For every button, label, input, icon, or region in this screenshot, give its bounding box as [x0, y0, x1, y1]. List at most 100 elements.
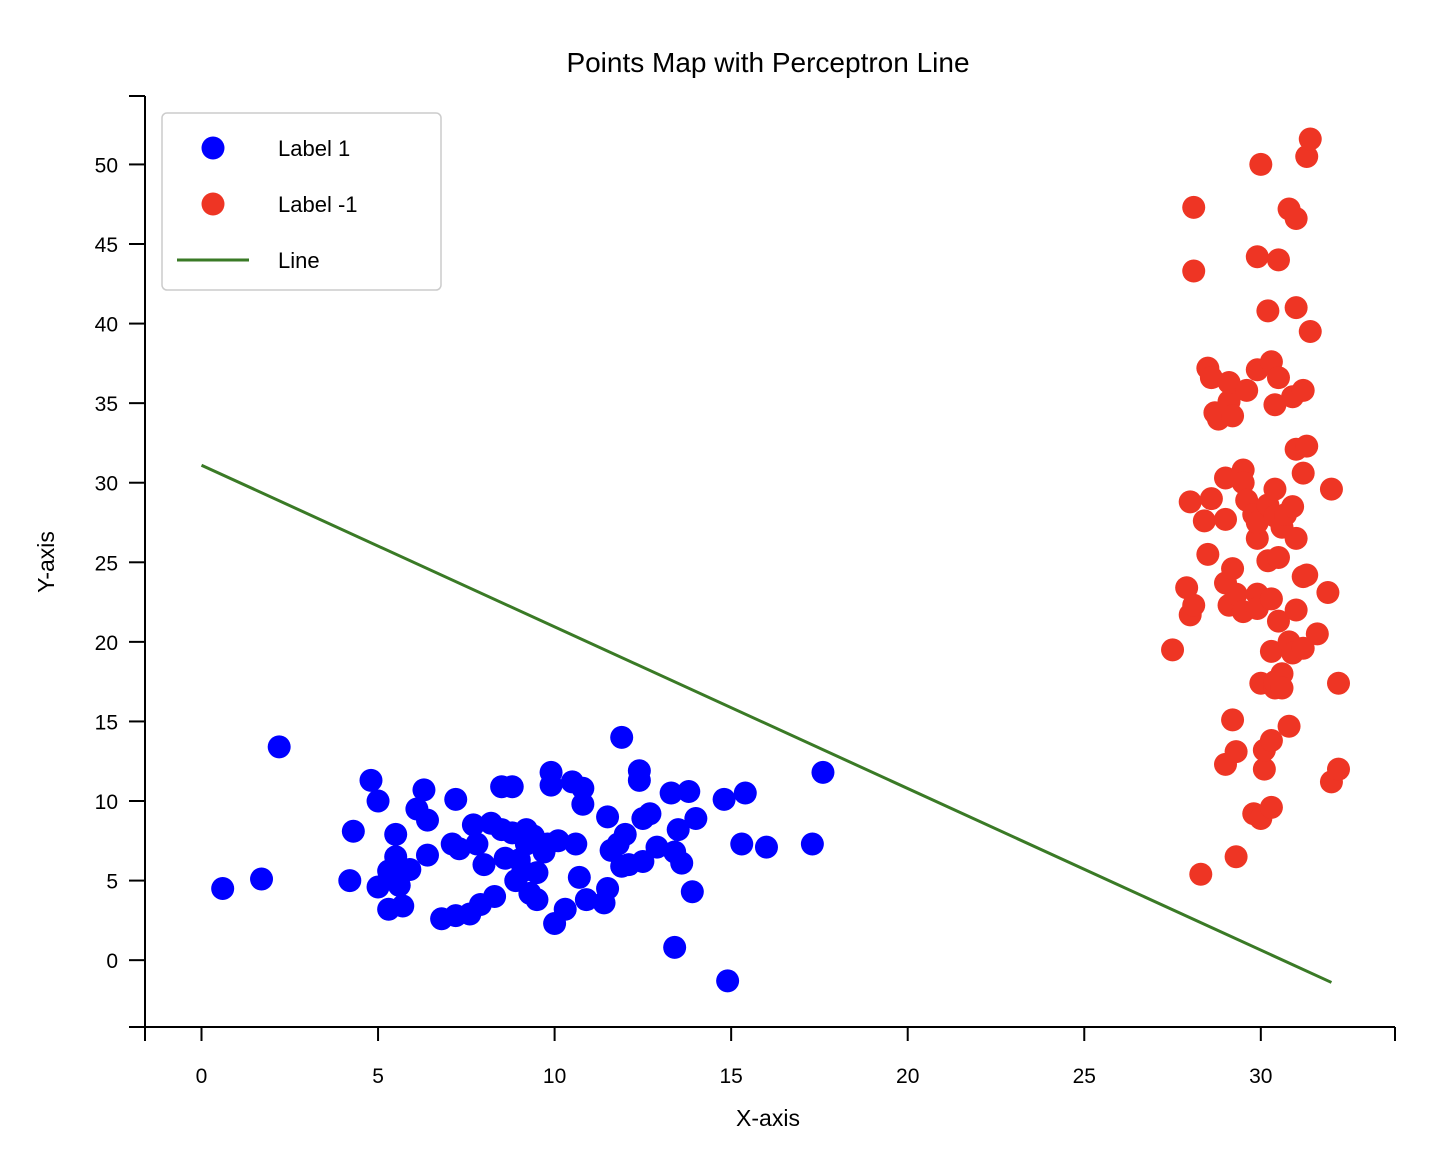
- label-1-point: [338, 869, 362, 893]
- label-neg1-point: [1199, 487, 1223, 511]
- label-1-point: [680, 880, 704, 904]
- label-neg1-point: [1291, 461, 1315, 485]
- label-neg1-point: [1305, 622, 1329, 646]
- label-1-point: [627, 759, 651, 783]
- label-neg1-point: [1224, 582, 1248, 606]
- label-1-point: [366, 789, 390, 813]
- label-1-point: [391, 894, 415, 918]
- label-1-point: [211, 877, 235, 901]
- label-neg1-point: [1259, 729, 1283, 753]
- label-neg1-point: [1182, 195, 1206, 219]
- label-neg1-point: [1291, 378, 1315, 402]
- points-layer: [211, 127, 1351, 993]
- y-tick-label: 50: [95, 154, 118, 177]
- label-1-point: [596, 877, 620, 901]
- label-1-point: [596, 805, 620, 829]
- y-tick-label: 45: [95, 234, 118, 257]
- label-neg1-point: [1295, 434, 1319, 458]
- line-layer: [200, 463, 1333, 984]
- label-1-point: [567, 865, 591, 889]
- label-1-point: [415, 843, 439, 867]
- label-neg1-point: [1245, 245, 1269, 269]
- legend-label: Label 1: [278, 136, 350, 161]
- label-1-point: [444, 787, 468, 811]
- legend-box: [161, 112, 442, 291]
- label-neg1-point: [1298, 127, 1322, 151]
- label-1-point: [659, 781, 683, 805]
- label-1-point: [564, 832, 588, 856]
- label-neg1-point: [1263, 393, 1287, 417]
- label-1-point: [800, 832, 824, 856]
- y-tick-label: 10: [95, 791, 118, 814]
- label-1-point: [384, 822, 408, 846]
- label-1-point: [267, 735, 291, 759]
- label-1-point: [733, 781, 757, 805]
- legend-label: Line: [278, 248, 320, 273]
- label-neg1-point: [1284, 598, 1308, 622]
- label-neg1-point: [1214, 507, 1238, 531]
- label-neg1-point: [1221, 557, 1245, 581]
- x-tick-label: 5: [372, 1065, 384, 1088]
- label-neg1-point: [1231, 471, 1255, 495]
- label-1-point: [670, 851, 694, 875]
- label-1-point: [684, 807, 708, 831]
- label-1-point: [553, 897, 577, 921]
- x-tick-label: 20: [896, 1065, 919, 1088]
- label-1-point: [631, 849, 655, 873]
- label-neg1-point: [1259, 639, 1283, 663]
- perceptron-line: [200, 463, 1333, 984]
- label-neg1-point: [1266, 609, 1290, 633]
- label-1-point: [250, 867, 274, 891]
- label-neg1-point: [1249, 152, 1273, 176]
- label-neg1-point: [1327, 757, 1351, 781]
- y-tick-label: 30: [95, 473, 118, 496]
- label-neg1-point: [1327, 671, 1351, 695]
- label-1-point: [666, 818, 690, 842]
- label-1-point: [663, 935, 687, 959]
- y-tick-label: 20: [95, 632, 118, 655]
- label-neg1-point: [1284, 296, 1308, 320]
- label-neg1-point: [1256, 299, 1280, 323]
- label-1-point: [341, 819, 365, 843]
- label-neg1-point: [1189, 862, 1213, 886]
- label-1-point: [546, 829, 570, 853]
- label-neg1-point: [1259, 795, 1283, 819]
- label-1-point: [483, 885, 507, 909]
- y-tick-label: 35: [95, 393, 118, 416]
- label-1-point: [754, 835, 778, 859]
- label-neg1-point: [1298, 320, 1322, 344]
- label-neg1-point: [1266, 366, 1290, 390]
- label-neg1-point: [1245, 526, 1269, 550]
- label-1-point: [472, 853, 496, 877]
- label-1-point: [610, 725, 634, 749]
- label-1-point: [412, 778, 436, 802]
- label-1-point: [645, 835, 669, 859]
- label-1-point: [500, 775, 524, 799]
- x-tick-label: 0: [196, 1065, 208, 1088]
- axes: 0 5 10 15 20 25 30 0 5 10 15 20 25 30 35 40 45 50: [95, 95, 1396, 1088]
- label-neg1-point: [1175, 576, 1199, 600]
- label-1-point: [461, 813, 485, 837]
- label-neg1-point: [1266, 546, 1290, 570]
- label-neg1-point: [1182, 593, 1206, 617]
- label-neg1-point: [1259, 587, 1283, 611]
- label-neg1-point: [1178, 490, 1202, 514]
- label-1-point: [359, 768, 383, 792]
- label-neg1-point: [1217, 370, 1241, 394]
- label-1-point: [539, 773, 563, 797]
- y-tick-label: 5: [106, 871, 118, 894]
- x-tick-label: 10: [543, 1065, 566, 1088]
- x-tick-label: 25: [1073, 1065, 1096, 1088]
- label-neg1-point: [1291, 636, 1315, 660]
- y-axis-label: Y-axis: [33, 531, 59, 593]
- legend-label: Label -1: [278, 192, 358, 217]
- x-tick-label: 30: [1249, 1065, 1272, 1088]
- label-1-point: [613, 822, 637, 846]
- label-1-point: [574, 888, 598, 912]
- label-1-point: [730, 832, 754, 856]
- label-neg1-point: [1221, 404, 1245, 428]
- label-neg1-point: [1295, 144, 1319, 168]
- y-tick-label: 40: [95, 314, 118, 337]
- label-1-point: [415, 808, 439, 832]
- label-neg1-point: [1277, 714, 1301, 738]
